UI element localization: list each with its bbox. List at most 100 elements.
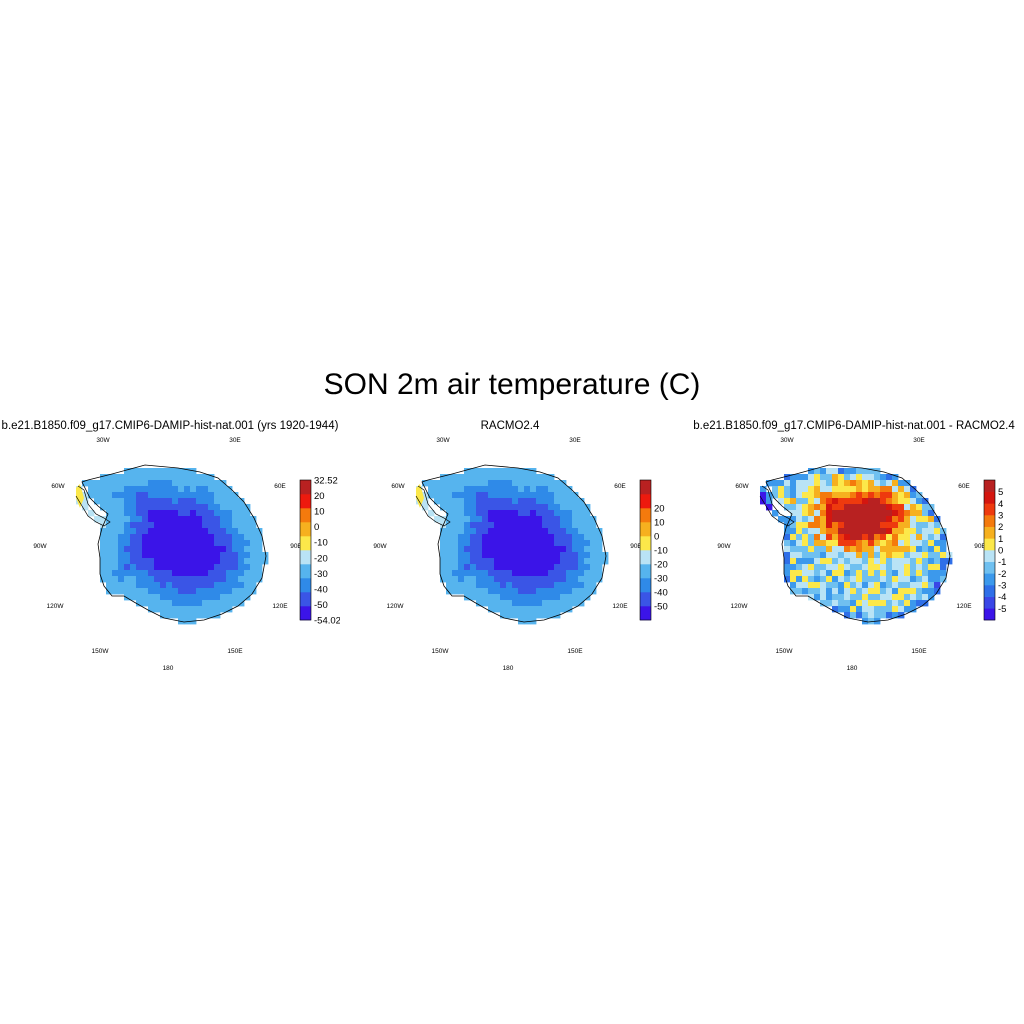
grid-cell	[220, 504, 227, 511]
grid-cell	[190, 600, 197, 607]
colorbar-box	[984, 503, 995, 516]
grid-cell	[784, 558, 791, 565]
grid-cell	[874, 606, 881, 613]
longitude-label: 90W	[33, 543, 47, 550]
grid-cell	[880, 480, 887, 487]
grid-cell	[238, 498, 245, 505]
grid-cell	[130, 546, 137, 553]
grid-cell	[542, 606, 549, 613]
grid-cell	[910, 606, 917, 613]
colorbar-box	[640, 592, 651, 607]
grid-cell	[916, 552, 923, 559]
grid-cell	[886, 522, 893, 529]
colorbar-label: -4	[998, 592, 1006, 603]
grid-cell	[826, 564, 833, 571]
grid-cell	[118, 570, 125, 577]
grid-cell	[136, 468, 143, 475]
grid-cell	[892, 594, 899, 601]
coastline	[81, 464, 267, 623]
grid-cell	[458, 498, 465, 505]
grid-cell	[868, 528, 875, 535]
grid-cell	[856, 522, 863, 529]
grid-cell	[100, 516, 107, 523]
grid-cell	[572, 582, 579, 589]
grid-cell	[862, 474, 869, 481]
grid-cell	[790, 522, 797, 529]
grid-cell	[536, 534, 543, 541]
grid-cell	[232, 510, 239, 517]
grid-cell	[452, 534, 459, 541]
grid-cell	[892, 558, 899, 565]
grid-cell	[554, 540, 561, 547]
grid-cell	[814, 588, 821, 595]
grid-cell	[476, 576, 483, 583]
grid-cell	[208, 582, 215, 589]
grid-cell	[470, 558, 477, 565]
grid-cell	[808, 498, 815, 505]
longitude-label: 120E	[612, 603, 628, 610]
grid-cell	[566, 540, 573, 547]
grid-cell	[772, 486, 779, 493]
grid-cell	[530, 528, 537, 535]
grid-cell	[886, 546, 893, 553]
grid-cell	[596, 570, 603, 577]
longitude-label: 30W	[780, 437, 794, 444]
grid-cell	[844, 564, 851, 571]
grid-cell	[172, 594, 179, 601]
grid-cell	[202, 522, 209, 529]
grid-cell	[784, 552, 791, 559]
grid-cell	[232, 588, 239, 595]
grid-cell	[148, 540, 155, 547]
grid-cell	[880, 486, 887, 493]
grid-cell	[928, 516, 935, 523]
grid-cell	[100, 546, 107, 553]
grid-cell	[868, 546, 875, 553]
grid-cell	[184, 612, 191, 619]
grid-cell	[512, 552, 519, 559]
grid-cell	[238, 576, 245, 583]
grid-cell	[542, 474, 549, 481]
grid-cell	[220, 582, 227, 589]
panel-title: b.e21.B1850.f09_g17.CMIP6-DAMIP-hist-nat…	[1, 420, 339, 432]
grid-cell	[886, 498, 893, 505]
grid-cell	[178, 474, 185, 481]
grid-cell	[578, 582, 585, 589]
grid-cell	[898, 558, 905, 565]
grid-cell	[844, 600, 851, 607]
grid-cell	[536, 516, 543, 523]
grid-cell	[790, 480, 797, 487]
grid-cell	[172, 510, 179, 517]
grid-cell	[494, 528, 501, 535]
grid-cell	[772, 480, 779, 487]
grid-cell	[518, 612, 525, 619]
grid-cell	[256, 570, 263, 577]
grid-cell	[142, 510, 149, 517]
grid-cell	[536, 492, 543, 499]
grid-cell	[464, 516, 471, 523]
colorbar-label: -50	[314, 600, 328, 611]
grid-cell	[518, 510, 525, 517]
grid-cell	[886, 474, 893, 481]
grid-cell	[916, 594, 923, 601]
grid-cell	[470, 540, 477, 547]
longitude-label: 60E	[958, 483, 970, 490]
grid-cell	[892, 606, 899, 613]
grid-cell	[500, 492, 507, 499]
grid-cell	[524, 540, 531, 547]
grid-cell	[214, 498, 221, 505]
grid-cell	[482, 600, 489, 607]
grid-cell	[898, 546, 905, 553]
grid-cell	[826, 558, 833, 565]
grid-cell	[172, 558, 179, 565]
grid-cell	[130, 504, 137, 511]
grid-cell	[184, 510, 191, 517]
grid-cell	[934, 534, 941, 541]
colorbar-label: -50	[654, 602, 668, 613]
grid-cell	[142, 516, 149, 523]
grid-cell	[784, 534, 791, 541]
grid-cell	[584, 510, 591, 517]
grid-cell	[886, 480, 893, 487]
grid-cell	[136, 522, 143, 529]
grid-cell	[458, 564, 465, 571]
longitude-label: 30E	[569, 437, 581, 444]
